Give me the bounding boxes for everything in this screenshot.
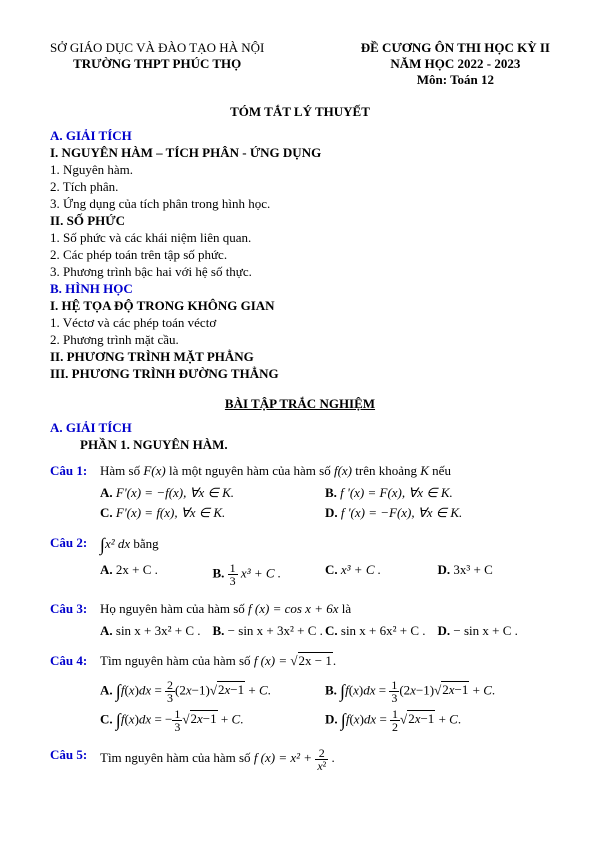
ex-part-1: PHẦN 1. NGUYÊN HÀM.: [80, 437, 550, 453]
item-a-ii-1: 1. Số phức và các khái niệm liên quan.: [50, 230, 550, 246]
q2-choice-c: C. x³ + C .: [325, 562, 438, 587]
question-1: Câu 1: Hàm số F(x) là một nguyên hàm của…: [50, 463, 550, 525]
item-b-i-1: 1. Véctơ và các phép toán véctơ: [50, 315, 550, 331]
q1-body: Hàm số F(x) là một nguyên hàm của hàm số…: [100, 463, 550, 525]
section-a-i: I. NGUYÊN HÀM – TÍCH PHÂN - ỨNG DỤNG: [50, 145, 550, 161]
item-a-i-1: 1. Nguyên hàm.: [50, 162, 550, 178]
q2-choice-d: D. 3x³ + C: [438, 562, 551, 587]
q5-text: Tìm nguyên hàm của hàm số f (x) = x² + 2…: [100, 750, 335, 765]
org-line: SỞ GIÁO DỤC VÀ ĐÀO TẠO HÀ NỘI: [50, 40, 264, 56]
q3-body: Họ nguyên hàm của hàm số f (x) = cos x +…: [100, 601, 550, 643]
item-a-i-3: 3. Ứng dụng của tích phân trong hình học…: [50, 196, 550, 212]
q2-choices: A. 2x + C . B. 13 x³ + C . C. x³ + C . D…: [100, 562, 550, 591]
q1-choice-d: D. f '(x) = −F(x), ∀x ∈ K.: [325, 505, 550, 521]
q4-choice-b: B. ∫f(x)dx = 13(2x−1)√2x−1 + C.: [325, 679, 550, 704]
q5-label: Câu 5:: [50, 747, 100, 772]
item-a-ii-3: 3. Phương trình bậc hai với hệ số thực.: [50, 264, 550, 280]
q2-choice-a: A. 2x + C .: [100, 562, 213, 587]
school-name: TRƯỜNG THPT PHÚC THỌ: [50, 56, 264, 72]
q4-choice-a: A. ∫f(x)dx = 23(2x−1)√2x−1 + C.: [100, 679, 325, 704]
question-5: Câu 5: Tìm nguyên hàm của hàm số f (x) =…: [50, 747, 550, 772]
header-left: SỞ GIÁO DỤC VÀ ĐÀO TẠO HÀ NỘI TRƯỜNG THP…: [50, 40, 264, 88]
subject: Môn: Toán 12: [361, 72, 550, 88]
item-a-ii-2: 2. Các phép toán trên tập số phức.: [50, 247, 550, 263]
q1-choice-a: A. F'(x) = −f(x), ∀x ∈ K.: [100, 485, 325, 501]
item-a-i-2: 2. Tích phân.: [50, 179, 550, 195]
q3-text: Họ nguyên hàm của hàm số f (x) = cos x +…: [100, 601, 351, 616]
q4-text: Tìm nguyên hàm của hàm số f (x) = √2x − …: [100, 652, 336, 668]
item-b-i-2: 2. Phương trình mặt cầu.: [50, 332, 550, 348]
q2-choice-b: B. 13 x³ + C .: [213, 562, 326, 587]
q4-body: Tìm nguyên hàm của hàm số f (x) = √2x − …: [100, 653, 550, 737]
q3-choice-d: D. − sin x + C .: [438, 623, 551, 639]
question-3: Câu 3: Họ nguyên hàm của hàm số f (x) = …: [50, 601, 550, 643]
section-a: A. GIẢI TÍCH: [50, 128, 550, 144]
q3-label: Câu 3:: [50, 601, 100, 643]
q1-text: Hàm số F(x) là một nguyên hàm của hàm số…: [100, 463, 451, 478]
section-b: B. HÌNH HỌC: [50, 281, 550, 297]
summary-title: TÓM TẮT LÝ THUYẾT: [50, 104, 550, 120]
section-b-i: I. HỆ TỌA ĐỘ TRONG KHÔNG GIAN: [50, 298, 550, 314]
exercises-title: BÀI TẬP TRẮC NGHIỆM: [50, 396, 550, 412]
q2-text: ∫x² dx bằng: [100, 536, 159, 551]
section-b-iii: III. PHƯƠNG TRÌNH ĐƯỜNG THẲNG: [50, 366, 550, 382]
q4-label: Câu 4:: [50, 653, 100, 737]
question-2: Câu 2: ∫x² dx bằng A. 2x + C . B. 13 x³ …: [50, 535, 550, 591]
section-a-ii: II. SỐ PHỨC: [50, 213, 550, 229]
q3-choices: A. sin x + 3x² + C . B. − sin x + 3x² + …: [100, 623, 550, 643]
q2-body: ∫x² dx bằng A. 2x + C . B. 13 x³ + C . C…: [100, 535, 550, 591]
header-right: ĐỀ CƯƠNG ÔN THI HỌC KỲ II NĂM HỌC 2022 -…: [361, 40, 550, 88]
q2-label: Câu 2:: [50, 535, 100, 591]
q3-choice-a: A. sin x + 3x² + C .: [100, 623, 213, 639]
q3-choice-c: C. sin x + 6x² + C .: [325, 623, 438, 639]
fraction: 13: [228, 562, 238, 587]
q4-choice-c: C. ∫f(x)dx = −13√2x−1 + C.: [100, 708, 325, 733]
question-4: Câu 4: Tìm nguyên hàm của hàm số f (x) =…: [50, 653, 550, 737]
doc-title: ĐỀ CƯƠNG ÔN THI HỌC KỲ II: [361, 40, 550, 56]
q1-choices: A. F'(x) = −f(x), ∀x ∈ K. B. f '(x) = F(…: [100, 485, 550, 525]
section-b-ii: II. PHƯƠNG TRÌNH MẶT PHẲNG: [50, 349, 550, 365]
q1-choice-c: C. F'(x) = f(x), ∀x ∈ K.: [100, 505, 325, 521]
q1-choice-b: B. f '(x) = F(x), ∀x ∈ K.: [325, 485, 550, 501]
school-year: NĂM HỌC 2022 - 2023: [361, 56, 550, 72]
document-header: SỞ GIÁO DỤC VÀ ĐÀO TẠO HÀ NỘI TRƯỜNG THP…: [50, 40, 550, 88]
q4-choices: A. ∫f(x)dx = 23(2x−1)√2x−1 + C. B. ∫f(x)…: [100, 679, 550, 737]
q4-choice-d: D. ∫f(x)dx = 12√2x−1 + C.: [325, 708, 550, 733]
q3-choice-b: B. − sin x + 3x² + C .: [213, 623, 326, 639]
ex-section-a: A. GIẢI TÍCH: [50, 420, 550, 436]
q5-body: Tìm nguyên hàm của hàm số f (x) = x² + 2…: [100, 747, 550, 772]
q1-label: Câu 1:: [50, 463, 100, 525]
